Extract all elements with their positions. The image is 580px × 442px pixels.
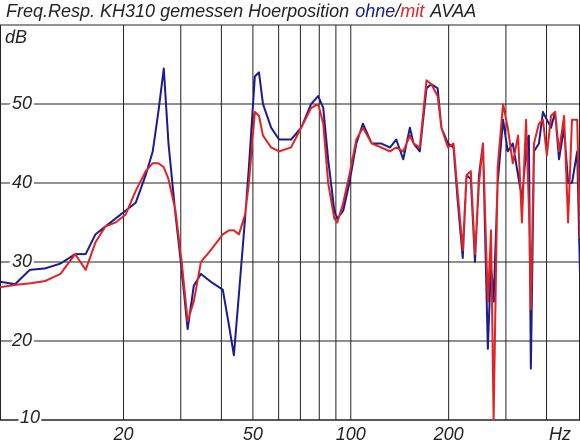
y-tick-label: 40 bbox=[12, 172, 32, 192]
x-unit: Hz bbox=[549, 424, 571, 442]
series-line bbox=[0, 79, 580, 421]
plot-frame bbox=[0, 24, 580, 421]
series-name: ohne bbox=[355, 1, 396, 21]
y-tick-label: 50 bbox=[12, 93, 32, 113]
y-unit: dB bbox=[5, 27, 27, 47]
title-text: Freq.Resp. KH310 gemessen Hoerposition bbox=[6, 1, 350, 21]
x-tick-label: 20 bbox=[112, 424, 133, 442]
y-tick-label: 30 bbox=[12, 251, 32, 271]
series-name: mit bbox=[400, 1, 425, 21]
y-tick-label: 20 bbox=[11, 330, 32, 350]
y-tick-label: 10 bbox=[20, 407, 40, 427]
x-tick-label: 200 bbox=[433, 424, 464, 442]
title-joiner: / bbox=[395, 1, 401, 21]
x-tick-label: 100 bbox=[336, 424, 366, 442]
chart-title: Freq.Resp. KH310 gemessen Hoerposition oh… bbox=[6, 1, 476, 22]
x-tick-label: 50 bbox=[243, 424, 263, 442]
title-suffix: AVAA bbox=[430, 1, 477, 21]
